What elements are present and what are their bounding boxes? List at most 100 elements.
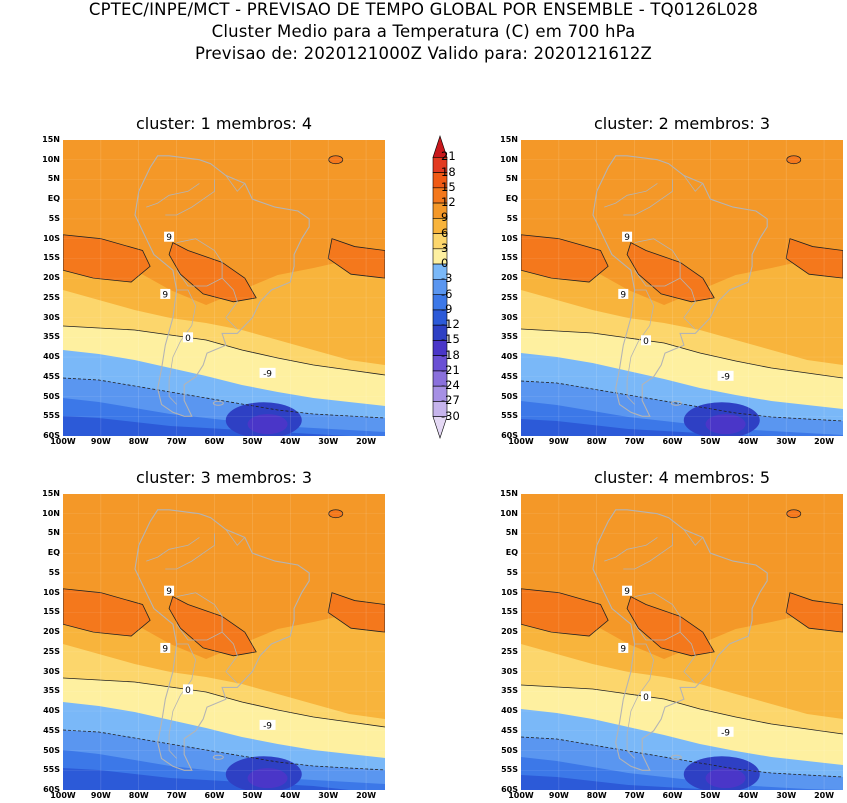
panel-2-title: cluster: 2 membros: 3	[593, 114, 771, 133]
lat-label: 35S	[43, 686, 60, 696]
lat-label: 5N	[505, 174, 518, 184]
header-line-1: CPTEC/INPE/MCT - PREVISAO DE TEMPO GLOBA…	[88, 0, 759, 19]
panel-2-map: 9 9 0 -9	[521, 140, 843, 436]
lat-label: 20S	[43, 627, 60, 637]
lat-label: 15N	[500, 489, 518, 498]
lat-label: 5N	[47, 174, 60, 184]
lon-label: 90W	[90, 791, 111, 800]
lon-label: 50W	[700, 791, 721, 800]
colorbar-label: -12	[441, 317, 460, 332]
header-line-3: Previsao de: 2020121000Z Valido para: 20…	[194, 44, 653, 63]
lat-label: 15N	[42, 489, 60, 498]
lat-label: 60S	[501, 785, 518, 794]
svg-text:-9: -9	[263, 369, 272, 379]
lat-label: 40S	[43, 706, 60, 716]
colorbar-label: 12	[441, 195, 456, 210]
lat-label: 5S	[506, 567, 518, 577]
panel-3-title: cluster: 3 membros: 3	[135, 468, 313, 487]
svg-text:0: 0	[643, 337, 649, 347]
svg-text:9: 9	[162, 644, 168, 654]
contour-label-9-west: 9	[160, 642, 171, 654]
panel-1-title: cluster: 1 membros: 4	[135, 114, 313, 133]
contour-label-0: 0	[641, 691, 652, 703]
lon-label: 100W	[508, 791, 534, 800]
svg-text:9: 9	[620, 290, 626, 300]
contour-label-9: 9	[622, 231, 633, 243]
svg-text:0: 0	[185, 334, 191, 344]
lat-label: 60S	[43, 431, 60, 440]
lat-label: 15S	[501, 607, 518, 617]
lat-label: 10S	[501, 587, 518, 597]
lon-label: 20W	[814, 791, 835, 800]
lon-label: 60W	[662, 791, 683, 800]
lat-label: 55S	[501, 765, 518, 775]
lat-label: 25S	[43, 292, 60, 302]
colorbar-label: -21	[441, 362, 460, 377]
colorbar-label: -18	[441, 347, 460, 362]
colorbar-label: -9	[441, 301, 453, 316]
lat-label: 45S	[501, 725, 518, 735]
lat-label: EQ	[505, 548, 518, 558]
header-line-2: Cluster Medio para a Temperatura (C) em …	[211, 22, 636, 41]
svg-text:0: 0	[643, 693, 649, 703]
svg-text:0: 0	[185, 686, 191, 696]
colorbar-label: 21	[441, 149, 456, 164]
temperature-map-3: 9 9 0 -9	[63, 494, 385, 790]
lon-label: 80W	[128, 437, 149, 446]
lon-label: 80W	[586, 437, 607, 446]
contour-label-0: 0	[183, 332, 194, 344]
lon-label: 90W	[90, 437, 111, 446]
colorbar-label: 15	[441, 179, 456, 194]
lon-label: 40W	[280, 791, 301, 800]
lat-label: 5S	[506, 213, 518, 223]
contour-label-9-west: 9	[618, 288, 629, 300]
svg-text:9: 9	[166, 233, 172, 243]
lat-label: 25S	[501, 646, 518, 656]
colorbar-label: 18	[441, 164, 456, 179]
svg-text:9: 9	[162, 290, 168, 300]
lat-label: 45S	[501, 371, 518, 381]
contour-label-minus-9: -9	[717, 370, 734, 382]
lat-label: 40S	[501, 706, 518, 716]
lat-label: 45S	[43, 371, 60, 381]
lat-label: 55S	[501, 411, 518, 421]
lon-label: 70W	[166, 791, 187, 800]
colorbar-label: -24	[441, 378, 460, 393]
lon-label: 60W	[662, 437, 683, 446]
lon-label: 50W	[700, 437, 721, 446]
lat-label: 10N	[500, 154, 518, 164]
contour-label-9: 9	[622, 585, 633, 597]
svg-text:9: 9	[624, 587, 630, 597]
lat-label: 25S	[43, 646, 60, 656]
colorbar-segment	[432, 416, 448, 439]
svg-text:9: 9	[620, 644, 626, 654]
temperature-map-2: 9 9 0 -9	[521, 140, 843, 436]
lon-label: 50W	[242, 437, 263, 446]
lat-label: 10S	[501, 233, 518, 243]
lat-label: 15N	[42, 135, 60, 144]
lon-label: 20W	[356, 791, 377, 800]
lat-label: 55S	[43, 411, 60, 421]
contour-label-9: 9	[164, 231, 175, 243]
lat-label: 50S	[43, 391, 60, 401]
lat-label: 55S	[43, 765, 60, 775]
lat-label: EQ	[47, 194, 60, 204]
lon-label: 70W	[166, 437, 187, 446]
colorbar-label: -3	[441, 271, 453, 286]
colorbar-label: -27	[441, 393, 460, 408]
panel-4-map: 9 9 0 -9	[521, 494, 843, 790]
contour-label-0: 0	[183, 684, 194, 696]
lon-label: 20W	[814, 437, 835, 446]
lat-label: 10N	[42, 508, 60, 518]
lon-label: 70W	[624, 437, 645, 446]
svg-text:9: 9	[624, 233, 630, 243]
svg-text:-9: -9	[721, 372, 730, 382]
lon-label: 20W	[356, 437, 377, 446]
lon-label: 90W	[548, 791, 569, 800]
lat-label: EQ	[505, 194, 518, 204]
panel-3-map: 9 9 0 -9	[63, 494, 385, 790]
temperature-map-4: 9 9 0 -9	[521, 494, 843, 790]
colorbar-label: 9	[441, 210, 449, 225]
panel-4-title: cluster: 4 membros: 5	[593, 468, 771, 487]
colorbar-label: -6	[441, 286, 453, 301]
